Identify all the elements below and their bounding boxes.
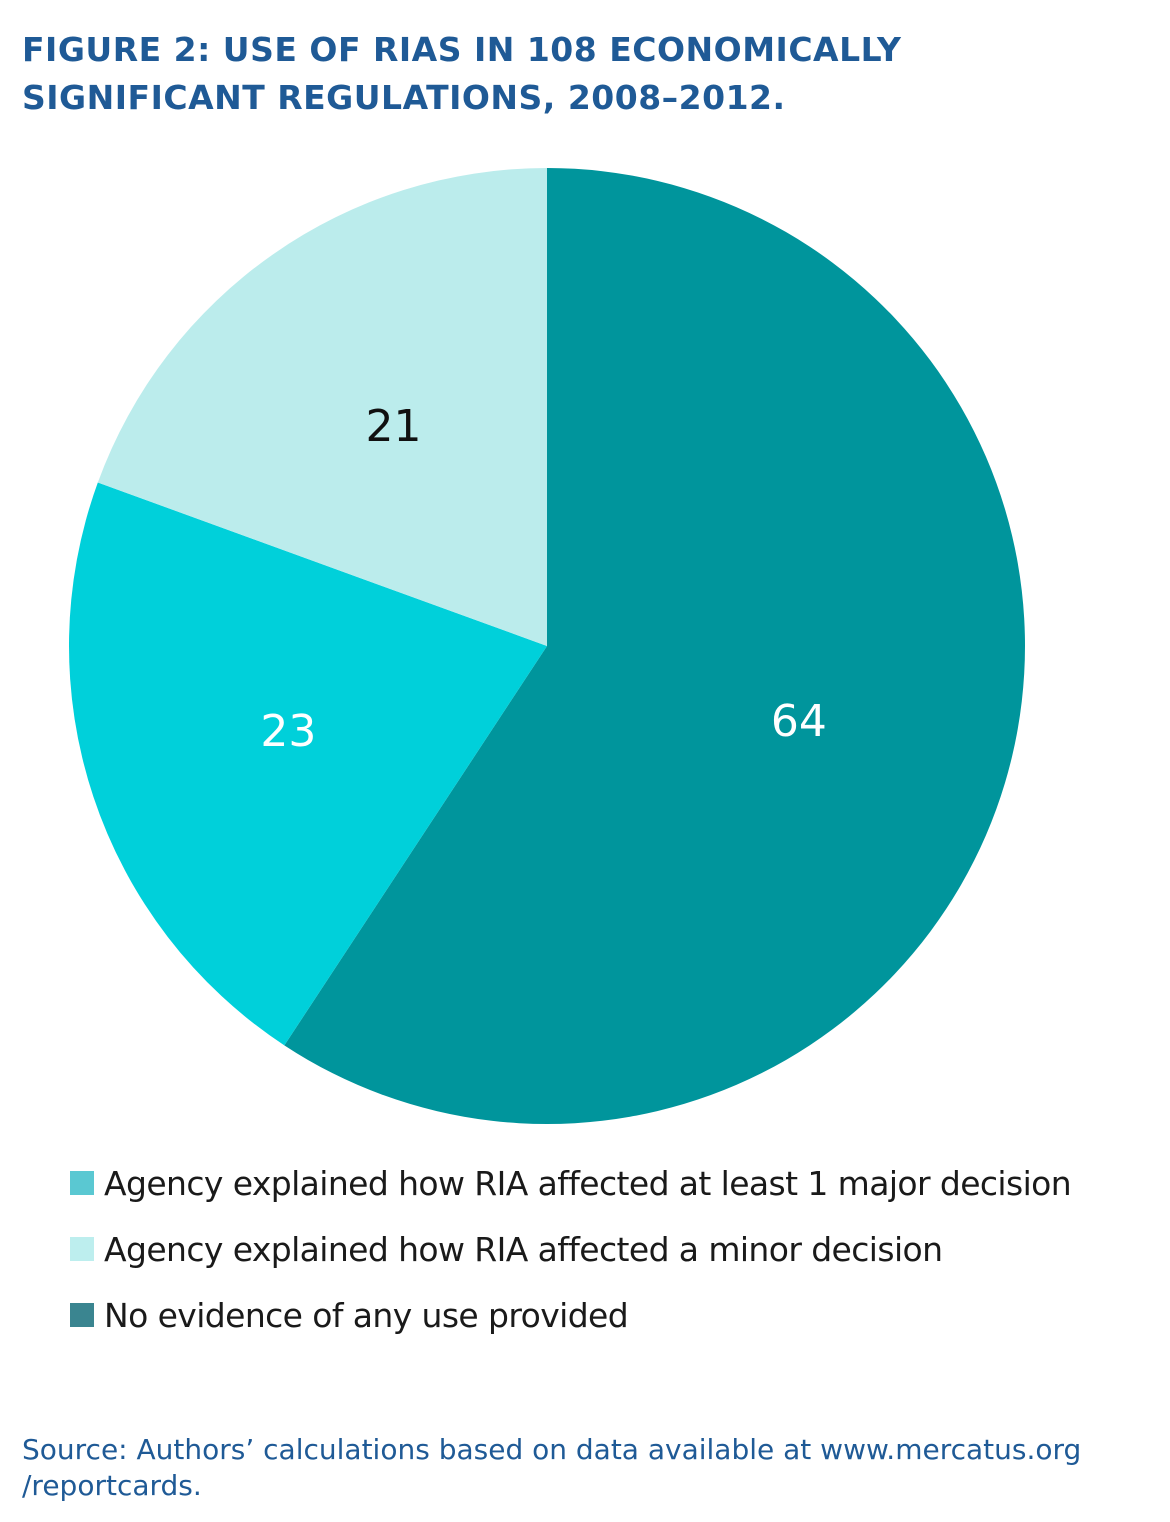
pie-chart: 64 23 21 <box>68 168 1026 1124</box>
legend-item-minor-decision: Agency explained how RIA affected a mino… <box>70 1216 1160 1282</box>
legend-swatch <box>70 1171 94 1195</box>
legend-label: No evidence of any use provided <box>104 1295 629 1335</box>
legend-item-major-decision: Agency explained how RIA affected at lea… <box>70 1150 1160 1216</box>
pie-data-label-21: 21 <box>365 401 421 452</box>
chart-legend: Agency explained how RIA affected at lea… <box>70 1150 1160 1348</box>
legend-item-no-evidence: No evidence of any use provided <box>70 1282 1160 1348</box>
pie-slices <box>68 168 1026 1124</box>
pie-data-label-23: 23 <box>260 706 316 757</box>
pie-slice-23 <box>68 482 547 1046</box>
pie-slice-64 <box>284 168 1026 1124</box>
legend-swatch <box>70 1303 94 1327</box>
legend-swatch <box>70 1237 94 1261</box>
chart-title: FIGURE 2: USE OF RIAS IN 108 ECONOMICALL… <box>22 30 902 117</box>
source-note: Source: Authors’ calculations based on d… <box>22 1433 1082 1502</box>
legend-label: Agency explained how RIA affected a mino… <box>104 1229 943 1269</box>
pie-data-labels: 64 23 21 <box>260 401 826 757</box>
legend-label: Agency explained how RIA affected at lea… <box>104 1163 1072 1203</box>
pie-slice-21 <box>97 168 547 646</box>
pie-data-label-64: 64 <box>771 696 827 747</box>
